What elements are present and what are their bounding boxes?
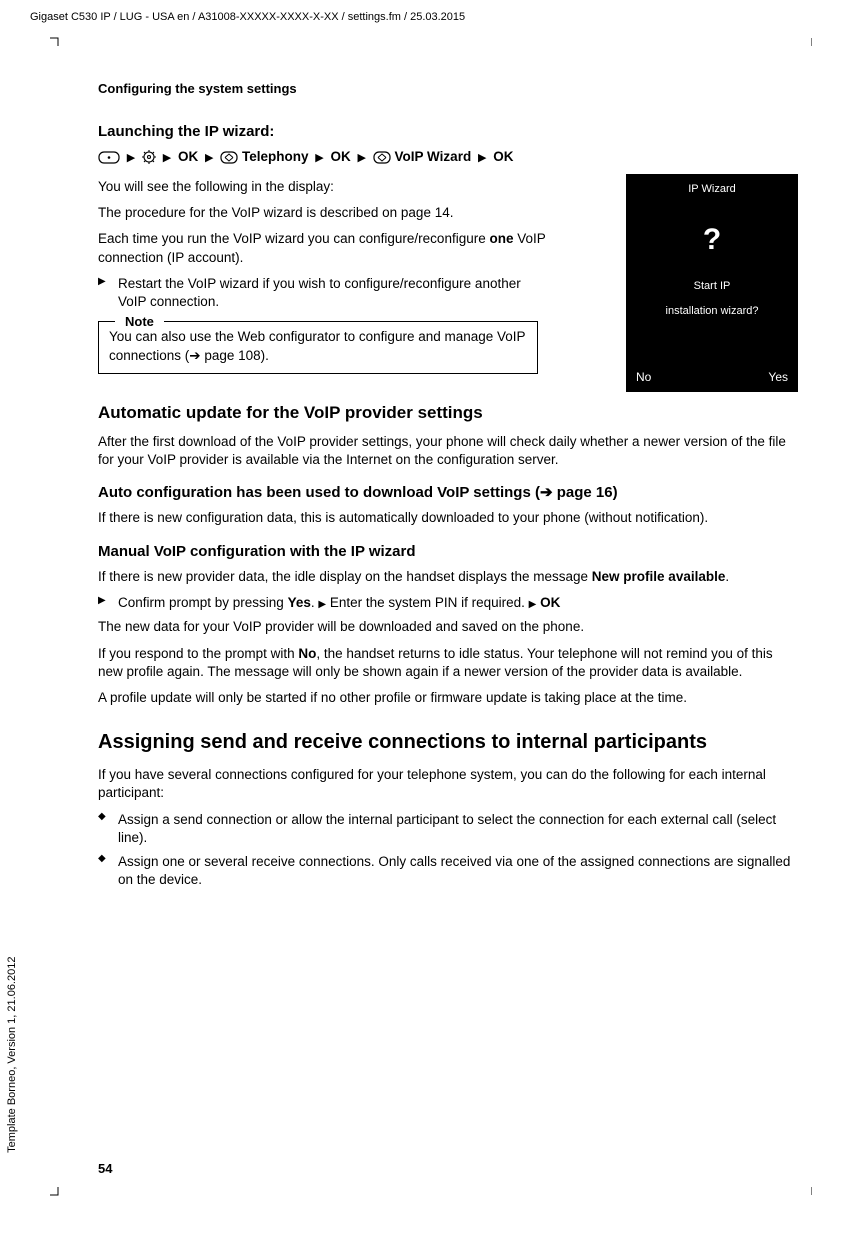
phone-screen-illustration: IP Wizard ? Start IP installation wizard…: [626, 174, 798, 392]
crop-mark-tl: [50, 30, 66, 46]
download-para: The new data for your VoIP provider will…: [98, 618, 798, 636]
phone-question-mark: ?: [626, 220, 798, 261]
phone-softkey-no: No: [636, 369, 651, 385]
template-version-sidebar: Template Borneo, Version 1, 21.06.2012: [5, 957, 20, 1153]
menu-ok1: OK: [178, 149, 198, 164]
settings-gear-icon: [142, 150, 156, 164]
assign-bullet-1: ◆ Assign a send connection or allow the …: [98, 811, 798, 847]
intro-p2: The procedure for the VoIP wizard is des…: [98, 204, 548, 222]
phone-softkey-yes: Yes: [768, 369, 788, 385]
intro-p3: Each time you run the VoIP wizard you ca…: [98, 230, 548, 266]
confirm-step-row: ▶ Confirm prompt by pressing Yes. ▶ Ente…: [98, 594, 798, 612]
header-file-path: Gigaset C530 IP / LUG - USA en / A31008-…: [30, 10, 465, 25]
menu-ok3: OK: [493, 149, 513, 164]
scroll-icon-2: [373, 151, 391, 164]
assign-heading: Assigning send and receive connections t…: [98, 729, 798, 756]
assign-bullet-1-text: Assign a send connection or allow the in…: [118, 811, 798, 847]
menu-navigation-path: ▶ ▶ OK ▶ Telephony ▶ OK ▶ VoIP Wizard ▶ …: [98, 148, 798, 166]
auto-update-p2: If there is new configuration data, this…: [98, 509, 798, 527]
note-box: Note You can also use the Web configurat…: [98, 321, 538, 373]
triangle-bullet-icon: ▶: [98, 594, 118, 612]
scroll-icon-1: [220, 151, 238, 164]
diamond-bullet-icon: ◆: [98, 852, 118, 888]
assign-bullet-2: ◆ Assign one or several receive connecti…: [98, 853, 798, 889]
menu-telephony: Telephony: [242, 149, 309, 164]
intro-bullet-text: Restart the VoIP wizard if you wish to c…: [118, 275, 548, 311]
auto-update-p1: After the first download of the VoIP pro…: [98, 433, 798, 469]
confirm-step-text: Confirm prompt by pressing Yes. ▶ Enter …: [118, 594, 798, 612]
assign-intro: If you have several connections configur…: [98, 766, 798, 802]
crop-mark-tr: [811, 30, 827, 46]
note-title: Note: [115, 313, 164, 331]
manual-config-subhead: Manual VoIP configuration with the IP wi…: [98, 542, 798, 562]
triangle-bullet-icon: ▶: [98, 275, 118, 311]
nav-key-icon: [98, 151, 120, 164]
respond-no-para: If you respond to the prompt with No, th…: [98, 645, 798, 681]
page-number: 54: [98, 1160, 112, 1178]
crop-mark-br: [811, 1187, 827, 1203]
intro-bullet: ▶ Restart the VoIP wizard if you wish to…: [98, 275, 548, 311]
assign-bullet-2-text: Assign one or several receive connection…: [118, 853, 798, 889]
auto-update-heading: Automatic update for the VoIP provider s…: [98, 402, 798, 425]
profile-update-para: A profile update will only be started if…: [98, 689, 798, 707]
phone-title: IP Wizard: [626, 182, 798, 197]
intro-p1: You will see the following in the displa…: [98, 178, 548, 196]
menu-voip-wizard: VoIP Wizard: [395, 149, 472, 164]
menu-ok2: OK: [331, 149, 351, 164]
phone-line2: installation wizard?: [626, 304, 798, 319]
new-provider-para: If there is new provider data, the idle …: [98, 568, 798, 586]
diamond-bullet-icon: ◆: [98, 810, 118, 846]
running-head: Configuring the system settings: [98, 80, 798, 98]
launching-heading: Launching the IP wizard:: [98, 122, 798, 142]
phone-line1: Start IP: [626, 279, 798, 294]
note-text: You can also use the Web configurator to…: [109, 329, 525, 362]
page-content: Configuring the system settings IP Wizar…: [98, 80, 798, 895]
auto-config-subhead: Auto configuration has been used to down…: [98, 483, 798, 503]
crop-mark-bl: [50, 1187, 66, 1203]
